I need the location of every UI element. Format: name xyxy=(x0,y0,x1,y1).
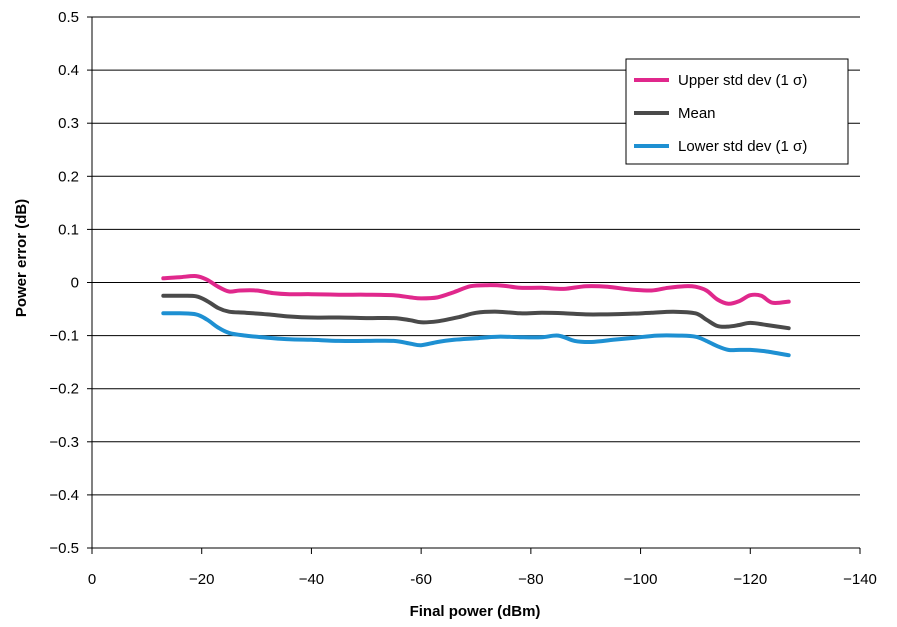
y-tick-label: −0.3 xyxy=(49,434,79,451)
x-tick-label: −140 xyxy=(843,571,877,588)
x-tick-label: −80 xyxy=(518,571,543,588)
mean-line xyxy=(161,293,791,331)
y-tick-label: 0.4 xyxy=(58,62,79,79)
lower-std-dev-line xyxy=(161,311,791,358)
legend-item-mean: Mean xyxy=(678,105,716,122)
y-tick-label: 0.3 xyxy=(58,115,79,132)
series-lines xyxy=(161,274,791,358)
x-tick-label: −100 xyxy=(624,571,658,588)
y-tick-label: −0.2 xyxy=(49,381,79,398)
x-tick-label: −20 xyxy=(189,571,214,588)
y-tick-label: −0.5 xyxy=(49,540,79,557)
y-tick-label: 0 xyxy=(71,275,79,292)
x-axis-title: Final power (dBm) xyxy=(410,603,541,620)
y-tick-label: 0.1 xyxy=(58,221,79,238)
y-axis-title: Power error (dB) xyxy=(13,199,30,317)
axes xyxy=(87,16,861,554)
legend: Upper std dev (1 σ) Mean Lower std dev (1 … xyxy=(625,58,849,165)
y-tick-label: 0.5 xyxy=(58,9,79,26)
upper-std-dev-line xyxy=(161,274,791,306)
x-tick-label: 0 xyxy=(88,571,96,588)
tick-labels: 0.5 0.4 0.3 0.2 0.1 0 −0.1 −0.2 −0.3 −0.4 −0.5 0 −20… xyxy=(49,9,877,588)
y-tick-label: −0.4 xyxy=(49,487,79,504)
y-tick-label: −0.1 xyxy=(49,328,79,345)
y-tick-label: 0.2 xyxy=(58,168,79,185)
x-tick-label: -60 xyxy=(410,571,432,588)
legend-item-lower-std-dev: Lower std dev (1 σ) xyxy=(678,138,807,155)
x-tick-label: −40 xyxy=(299,571,324,588)
legend-item-upper-std-dev: Upper std dev (1 σ) xyxy=(678,72,807,89)
x-tick-label: −120 xyxy=(733,571,767,588)
